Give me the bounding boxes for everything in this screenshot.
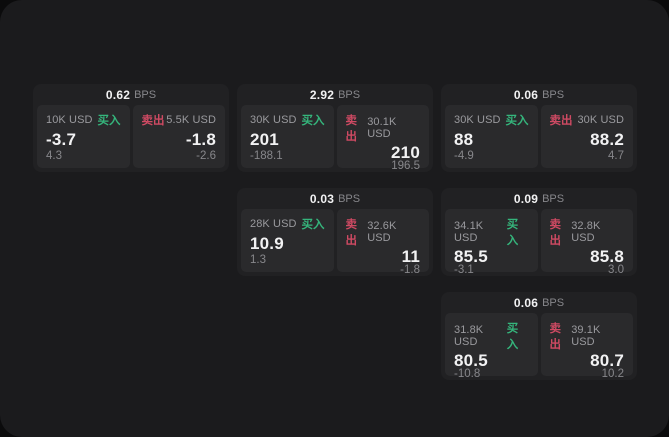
sell-panel[interactable]: 卖出 30K USD 88.2 4.7: [540, 105, 633, 168]
buy-amount: 34.1K USD: [454, 220, 484, 244]
buy-label: 买入: [97, 115, 121, 127]
sell-price: 80.7: [590, 351, 624, 370]
bps-unit: BPS: [542, 88, 565, 101]
buy-sell-panels: 31.8K USD 买入 80.5 -10.8 卖出 39.1K USD 80.…: [445, 313, 633, 380]
bps-value: 2.92: [309, 87, 335, 102]
sell-price: 210: [391, 143, 420, 162]
sell-label: 卖出: [549, 323, 562, 351]
buy-delta: -188.1: [250, 149, 283, 162]
sell-price: 11: [401, 247, 420, 266]
quote-card: 0.06 BPS 30K USD 买入 88 -4.9 卖出 30K USD: [441, 84, 637, 172]
bps-header: 0.03 BPS: [241, 188, 429, 209]
sell-price: 85.8: [590, 247, 624, 266]
buy-panel[interactable]: 30K USD 买入 201 -188.1: [241, 105, 334, 168]
bps-unit: BPS: [338, 88, 361, 101]
buy-delta: -10.8: [454, 368, 481, 380]
buy-sell-panels: 30K USD 买入 88 -4.9 卖出 30K USD 88.2 4.7: [445, 105, 633, 168]
bps-value: 0.03: [309, 191, 335, 206]
sell-label: 卖出: [549, 115, 573, 127]
quote-cards-grid: 0.62 BPS 10K USD 买入 -3.7 4.3 卖出 5.5K USD: [33, 84, 637, 380]
buy-label: 买入: [506, 219, 519, 247]
buy-price: 80.5: [454, 351, 488, 370]
bps-value: 0.06: [513, 87, 539, 102]
buy-amount: 30K USD: [454, 114, 501, 126]
sell-delta: 4.7: [608, 149, 624, 162]
quote-card: 0.09 BPS 34.1K USD 买入 85.5 -3.1 卖出 32.8K…: [441, 188, 637, 276]
buy-label: 买入: [506, 323, 519, 351]
bps-header: 2.92 BPS: [241, 84, 429, 105]
buy-label: 买入: [301, 115, 325, 127]
buy-label: 买入: [301, 219, 325, 231]
bps-value: 0.06: [513, 295, 539, 310]
sell-amount: 5.5K USD: [166, 114, 216, 126]
buy-price: 85.5: [454, 247, 488, 266]
sell-delta: -1.8: [400, 264, 420, 276]
bps-unit: BPS: [542, 192, 565, 205]
buy-delta: 1.3: [250, 253, 266, 266]
sell-label: 卖出: [345, 219, 358, 247]
buy-price: 10.9: [250, 233, 284, 253]
buy-price: -3.7: [46, 129, 77, 149]
sell-delta: 196.5: [391, 160, 420, 172]
buy-delta: -3.1: [454, 264, 474, 276]
sell-amount: 32.6K USD: [367, 220, 397, 244]
quote-card: 0.06 BPS 31.8K USD 买入 80.5 -10.8 卖出 39.1…: [441, 292, 637, 380]
bps-unit: BPS: [542, 296, 565, 309]
quote-card: 0.03 BPS 28K USD 买入 10.9 1.3 卖出 32.6K US…: [237, 188, 433, 276]
sell-delta: 3.0: [608, 264, 624, 276]
buy-sell-panels: 34.1K USD 买入 85.5 -3.1 卖出 32.8K USD 85.8…: [445, 209, 633, 276]
sell-panel[interactable]: 卖出 30.1K USD 210 196.5: [336, 105, 429, 172]
sell-label: 卖出: [141, 115, 165, 127]
sell-panel[interactable]: 卖出 32.8K USD 85.8 3.0: [540, 209, 633, 276]
bps-header: 0.62 BPS: [37, 84, 225, 105]
buy-amount: 31.8K USD: [454, 324, 484, 348]
buy-panel[interactable]: 28K USD 买入 10.9 1.3: [241, 209, 334, 272]
buy-label: 买入: [505, 115, 529, 127]
bps-header: 0.06 BPS: [445, 292, 633, 313]
bps-unit: BPS: [134, 88, 157, 101]
bps-unit: BPS: [338, 192, 361, 205]
buy-panel[interactable]: 30K USD 买入 88 -4.9: [445, 105, 538, 168]
sell-amount: 30.1K USD: [367, 116, 397, 140]
buy-sell-panels: 10K USD 买入 -3.7 4.3 卖出 5.5K USD -1.8 -2.…: [37, 105, 225, 168]
sell-label: 卖出: [549, 219, 562, 247]
quote-card: 2.92 BPS 30K USD 买入 201 -188.1 卖出 30.1K …: [237, 84, 433, 172]
bps-header: 0.09 BPS: [445, 188, 633, 209]
sell-delta: 10.2: [601, 368, 624, 380]
buy-panel[interactable]: 31.8K USD 买入 80.5 -10.8: [445, 313, 538, 380]
bps-header: 0.06 BPS: [445, 84, 633, 105]
sell-amount: 39.1K USD: [571, 324, 601, 348]
sell-price: -1.8: [185, 129, 216, 149]
bps-value: 0.62: [105, 87, 131, 102]
sell-panel[interactable]: 卖出 5.5K USD -1.8 -2.6: [132, 105, 225, 168]
buy-panel[interactable]: 10K USD 买入 -3.7 4.3: [37, 105, 130, 168]
buy-delta: -4.9: [454, 149, 474, 162]
sell-price: 88.2: [590, 129, 624, 149]
buy-amount: 30K USD: [250, 114, 297, 126]
buy-amount: 28K USD: [250, 218, 297, 230]
quote-card: 0.62 BPS 10K USD 买入 -3.7 4.3 卖出 5.5K USD: [33, 84, 229, 172]
sell-panel[interactable]: 卖出 39.1K USD 80.7 10.2: [540, 313, 633, 380]
buy-price: 88: [454, 129, 474, 149]
buy-price: 201: [250, 129, 279, 149]
sell-amount: 32.8K USD: [571, 220, 601, 244]
buy-sell-panels: 28K USD 买入 10.9 1.3 卖出 32.6K USD 11 -1.8: [241, 209, 429, 276]
buy-amount: 10K USD: [46, 114, 93, 126]
buy-delta: 4.3: [46, 149, 62, 162]
buy-panel[interactable]: 34.1K USD 买入 85.5 -3.1: [445, 209, 538, 276]
bps-value: 0.09: [513, 191, 539, 206]
sell-label: 卖出: [345, 115, 358, 143]
sell-amount: 30K USD: [577, 114, 624, 126]
sell-delta: -2.6: [196, 149, 216, 162]
buy-sell-panels: 30K USD 买入 201 -188.1 卖出 30.1K USD 210 1…: [241, 105, 429, 172]
sell-panel[interactable]: 卖出 32.6K USD 11 -1.8: [336, 209, 429, 276]
